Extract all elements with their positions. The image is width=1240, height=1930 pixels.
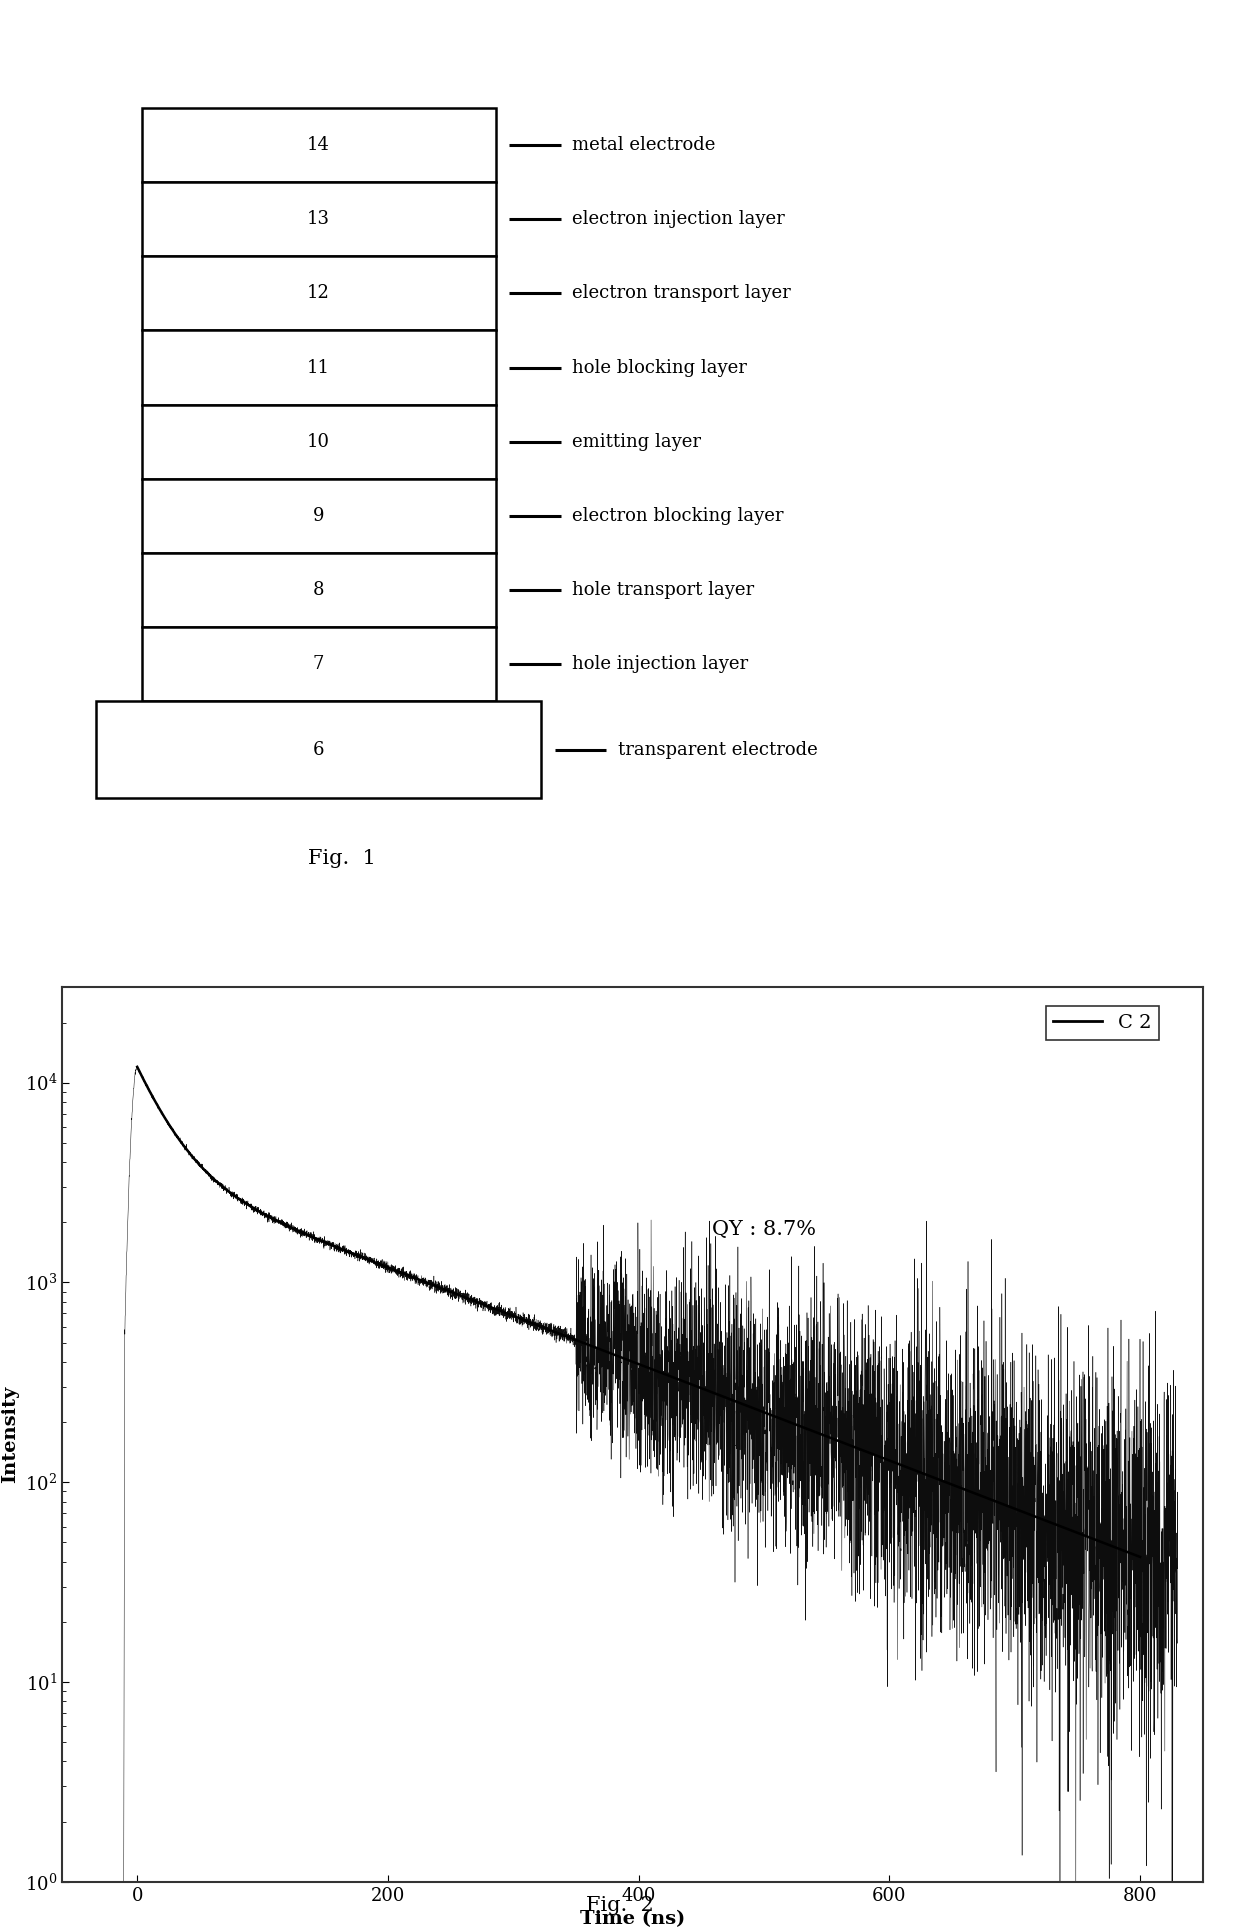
Bar bbox=[141, 108, 496, 181]
Bar bbox=[141, 257, 496, 330]
Text: 10: 10 bbox=[308, 432, 330, 452]
Bar bbox=[141, 479, 496, 554]
Text: 12: 12 bbox=[308, 284, 330, 303]
Bar bbox=[141, 627, 496, 701]
Text: QY : 8.7%: QY : 8.7% bbox=[712, 1220, 816, 1239]
Text: emitting layer: emitting layer bbox=[572, 432, 701, 452]
Bar bbox=[141, 181, 496, 257]
Text: Fig.  1: Fig. 1 bbox=[308, 849, 376, 869]
Text: 11: 11 bbox=[308, 359, 330, 376]
Legend: C 2: C 2 bbox=[1045, 1006, 1159, 1040]
Text: 7: 7 bbox=[312, 656, 325, 674]
Text: Fig.  2: Fig. 2 bbox=[587, 1895, 653, 1915]
Text: 8: 8 bbox=[312, 581, 325, 598]
Text: metal electrode: metal electrode bbox=[572, 135, 715, 154]
Bar bbox=[141, 554, 496, 627]
Text: 13: 13 bbox=[308, 210, 330, 228]
Text: 9: 9 bbox=[312, 508, 325, 525]
Text: hole blocking layer: hole blocking layer bbox=[572, 359, 746, 376]
Text: hole transport layer: hole transport layer bbox=[572, 581, 754, 598]
Text: 14: 14 bbox=[308, 135, 330, 154]
Bar bbox=[141, 405, 496, 479]
Text: electron transport layer: electron transport layer bbox=[572, 284, 791, 303]
Y-axis label: Intensity: Intensity bbox=[1, 1386, 19, 1484]
Bar bbox=[141, 330, 496, 405]
Text: electron blocking layer: electron blocking layer bbox=[572, 508, 784, 525]
Bar bbox=[97, 701, 541, 797]
Text: hole injection layer: hole injection layer bbox=[572, 656, 748, 674]
X-axis label: Time (ns): Time (ns) bbox=[580, 1911, 684, 1928]
Text: electron injection layer: electron injection layer bbox=[572, 210, 785, 228]
Text: 6: 6 bbox=[312, 741, 325, 758]
Text: transparent electrode: transparent electrode bbox=[618, 741, 817, 758]
